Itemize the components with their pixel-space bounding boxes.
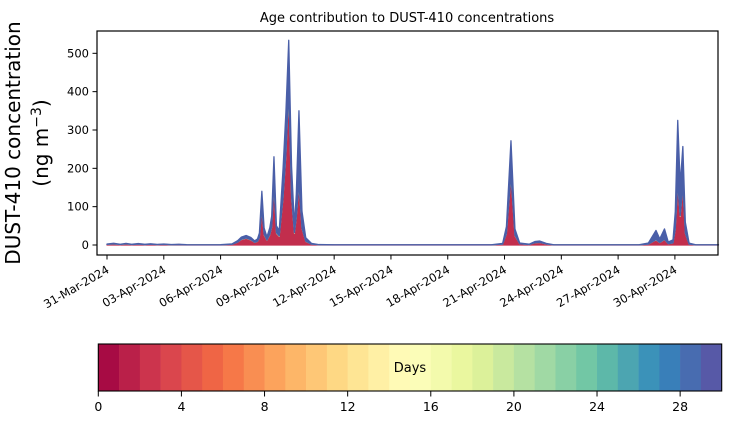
colorbar-segment [243,344,265,391]
colorbar-segment [534,344,556,391]
colorbar-segment [326,344,348,391]
colorbar-segment [472,344,494,391]
plot-frame [96,30,719,256]
y-axis-label-line1: DUST-410 concentration [1,21,25,264]
colorbar-segment [451,344,473,391]
colorbar-segment [222,344,245,391]
x-tick-label: 06-Apr-2024 [156,262,225,310]
colorbar-segment [181,344,203,391]
x-tick-label: 03-Apr-2024 [100,262,169,310]
chart-title: Age contribution to DUST-410 concentrati… [260,11,555,26]
colorbar-segment [513,344,535,391]
colorbar-tick-label: 16 [423,399,439,414]
colorbar-segment [264,344,286,391]
colorbar-label: Days [394,361,427,376]
colorbar-segment [347,344,369,391]
x-tick-label: 31-Mar-2024 [41,262,111,311]
colorbar-tick-label: 24 [589,399,605,414]
colorbar-segments [98,344,722,391]
colorbar-segment [160,344,182,391]
colorbar-segment [98,344,120,391]
y-tick-label: 500 [67,46,89,60]
colorbar-segment [410,344,432,391]
y-axis-label-units-exponent: −3 [29,107,45,128]
colorbar-tick-label: 28 [672,399,688,414]
y-tick-label: 400 [67,85,89,99]
area-series-0 [106,92,720,246]
colorbar-segment [617,344,639,391]
x-tick-label: 12-Apr-2024 [270,262,339,310]
colorbar-segment [139,344,161,391]
y-axis-label-line2: (ng m−3) [29,99,53,186]
colorbar-segment [202,344,224,391]
y-axis-label-units-post: ) [29,99,53,107]
colorbar-segment [368,344,390,391]
y-axis-label-units-pre: (ng m [29,128,53,187]
area-series-2 [106,89,719,246]
area-series-3 [106,39,720,246]
y-tick-label: 0 [82,238,89,252]
colorbar-tick-label: 20 [506,399,522,414]
colorbar-segment [700,344,722,391]
colorbar-frame [97,343,723,392]
x-tick-label: 24-Apr-2024 [497,262,566,310]
y-axis: 0 100 200 300 400 500 [67,46,97,252]
colorbar-segment [493,344,515,391]
stacked-area-plot [106,39,720,246]
colorbar-tick-label: 0 [94,399,102,414]
x-tick-label: 30-Apr-2024 [611,262,680,310]
colorbar-segment [597,344,619,391]
colorbar-segment [638,344,660,391]
colorbar-tick-label: 12 [340,399,356,414]
x-tick-label: 27-Apr-2024 [554,262,623,310]
colorbar-segment [119,344,141,391]
area-series-1 [106,91,719,246]
y-tick-label: 300 [67,123,89,137]
colorbar-segment [389,344,411,391]
colorbar-tick-label: 8 [261,399,269,414]
y-tick-label: 200 [67,161,89,175]
colorbar-segment [306,344,328,391]
colorbar-segment [555,344,577,391]
y-tick-label: 100 [67,200,89,214]
x-tick-label: 15-Apr-2024 [327,262,396,310]
x-tick-label: 18-Apr-2024 [384,262,453,310]
colorbar-segment [430,344,452,391]
colorbar-tick-label: 4 [177,399,185,414]
x-axis: 31-Mar-202403-Apr-202406-Apr-202409-Apr-… [41,255,679,311]
colorbar-segment [576,344,598,391]
colorbar-segment [659,344,681,391]
colorbar-segment [285,344,307,391]
x-tick-label: 21-Apr-2024 [440,262,509,310]
colorbar: Days 0 4 8 12 16 20 24 28 [94,343,723,414]
colorbar-ticks: 0 4 8 12 16 20 24 28 [94,391,688,414]
x-tick-label: 09-Apr-2024 [213,262,282,310]
colorbar-segment [680,344,702,391]
